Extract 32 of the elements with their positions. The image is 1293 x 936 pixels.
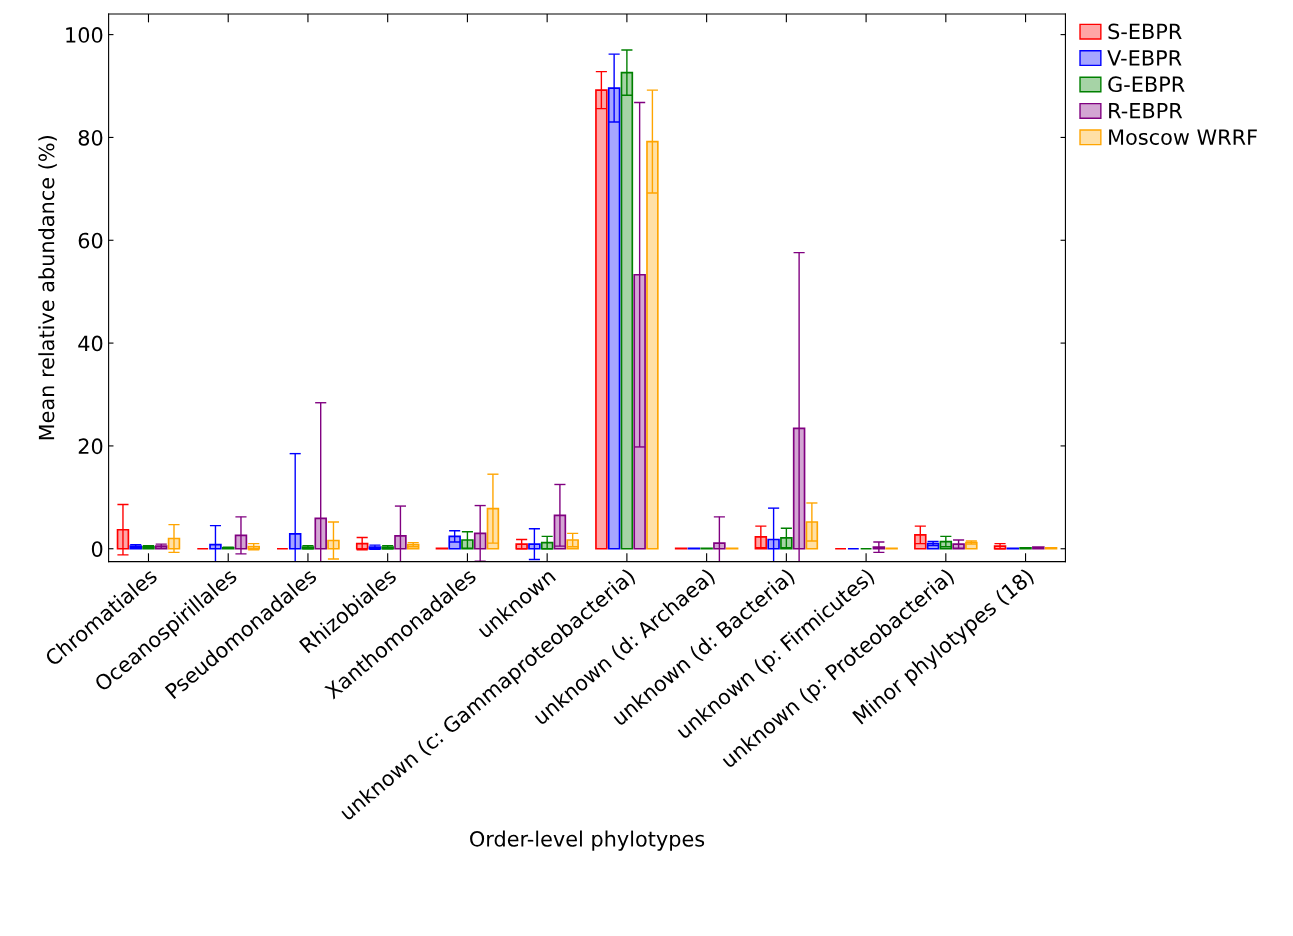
y-tick-label: 100 (66, 27, 103, 43)
y-tick-label: 20 (78, 438, 103, 455)
bar (327, 539, 340, 550)
legend-label: R-EBPR (1109, 103, 1183, 119)
bar (528, 543, 541, 550)
y-tick-label: 0 (91, 541, 103, 557)
bar (914, 534, 927, 550)
legend-label: G-EBPR (1108, 76, 1185, 93)
bar (646, 140, 659, 550)
bar (620, 71, 634, 550)
bar (780, 537, 793, 550)
bar (461, 539, 474, 550)
y-axis-title: Mean relative abundance (%) (38, 136, 57, 440)
bar (952, 543, 965, 550)
bar (515, 543, 528, 550)
bar (394, 535, 407, 550)
bar (566, 539, 579, 550)
bar (767, 538, 780, 550)
bar (633, 273, 646, 550)
bar (448, 535, 461, 550)
y-tick-label: 60 (78, 232, 103, 249)
y-tick-label: 40 (78, 335, 103, 352)
legend-label: Moscow WRRF (1109, 129, 1257, 145)
y-tick-label: 80 (78, 129, 103, 146)
legend-label: S-EBPR (1108, 23, 1182, 40)
legend-label: V-EBPR (1107, 50, 1182, 66)
bar (607, 87, 621, 550)
x-axis-title: Order-level phylotypes (470, 830, 705, 851)
bar (713, 542, 726, 550)
bar (595, 89, 608, 550)
bar (209, 543, 222, 550)
bar (314, 517, 327, 550)
